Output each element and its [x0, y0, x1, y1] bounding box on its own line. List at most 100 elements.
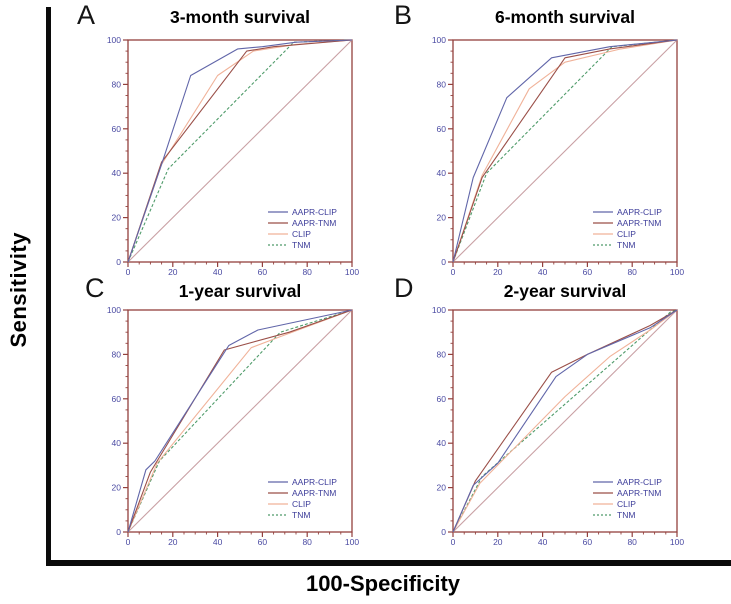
svg-text:0: 0	[126, 267, 131, 277]
svg-text:80: 80	[627, 537, 637, 547]
legend-label-tnm: TNM	[617, 510, 635, 520]
svg-text:40: 40	[112, 168, 122, 178]
svg-text:60: 60	[583, 537, 593, 547]
panel-letter-c: C	[85, 273, 105, 303]
legend-label-tnm: TNM	[617, 240, 635, 250]
axis-tick-labels: 00 20 20 40 40 60 60 80 80 100 100	[432, 305, 685, 547]
legend-label-tnm: TNM	[292, 240, 310, 250]
svg-text:20: 20	[112, 213, 122, 223]
panel-title-a: 3-month survival	[169, 7, 311, 27]
panel-letter-a: A	[77, 0, 96, 30]
series-aapr-clip	[127, 309, 353, 533]
figure-y-axis-line	[46, 7, 51, 566]
legend-label-clip: CLIP	[292, 229, 311, 239]
svg-text:60: 60	[112, 394, 122, 404]
series-aapr-clip	[127, 39, 353, 263]
svg-text:40: 40	[437, 168, 447, 178]
svg-text:40: 40	[112, 438, 122, 448]
y-axis-title: Sensitivity	[6, 232, 31, 348]
svg-text:20: 20	[437, 213, 447, 223]
panel-title-b: 6-month survival	[494, 7, 636, 27]
series-tnm	[127, 39, 353, 263]
axis-tick-labels: 00 20 20 40 40 60 60 80 80 100 100	[107, 305, 360, 547]
panel-letter-d: D	[394, 273, 414, 303]
legend-label-clip: CLIP	[617, 499, 636, 509]
series-clip	[127, 309, 353, 533]
series-tnm	[127, 309, 353, 533]
legend-label-aapr-tnm: AAPR-TNM	[617, 488, 661, 498]
svg-text:0: 0	[451, 537, 456, 547]
svg-text:0: 0	[116, 257, 121, 267]
svg-text:40: 40	[213, 267, 223, 277]
svg-text:20: 20	[168, 267, 178, 277]
svg-text:0: 0	[451, 267, 456, 277]
legend-label-aapr-clip: AAPR-CLIP	[617, 207, 662, 217]
svg-text:20: 20	[493, 267, 503, 277]
series-aapr-clip	[452, 39, 678, 263]
svg-text:40: 40	[213, 537, 223, 547]
legend-label-aapr-clip: AAPR-CLIP	[292, 207, 337, 217]
svg-text:0: 0	[116, 527, 121, 537]
svg-text:100: 100	[670, 537, 684, 547]
svg-text:0: 0	[126, 537, 131, 547]
panel-title-c: 1-year survival	[178, 281, 302, 301]
svg-text:20: 20	[493, 537, 503, 547]
series-reference	[127, 39, 353, 263]
legend-label-clip: CLIP	[617, 229, 636, 239]
series-clip	[452, 309, 678, 533]
svg-text:100: 100	[107, 35, 121, 45]
figure-x-axis-line	[46, 560, 731, 566]
series-aapr-clip	[452, 309, 678, 533]
svg-text:60: 60	[583, 267, 593, 277]
svg-text:100: 100	[432, 35, 446, 45]
svg-text:100: 100	[345, 267, 359, 277]
svg-text:80: 80	[112, 349, 122, 359]
svg-text:80: 80	[302, 537, 312, 547]
series-tnm	[452, 309, 678, 533]
series-aapr-tnm	[127, 309, 353, 533]
legend-label-aapr-tnm: AAPR-TNM	[617, 218, 661, 228]
legend-label-aapr-tnm: AAPR-TNM	[292, 488, 336, 498]
svg-text:100: 100	[432, 305, 446, 315]
svg-text:40: 40	[538, 537, 548, 547]
series-aapr-tnm	[452, 39, 678, 263]
svg-text:60: 60	[437, 394, 447, 404]
svg-text:20: 20	[168, 537, 178, 547]
legend-label-clip: CLIP	[292, 499, 311, 509]
x-axis-title: 100-Specificity	[305, 571, 461, 596]
roc-plot-1-year: 00 20 20 40 40 60 60 80 80 100 100 AAPR-CLIPAAPR-TN…	[107, 305, 360, 547]
legend-label-aapr-clip: AAPR-CLIP	[292, 477, 337, 487]
legend-label-tnm: TNM	[292, 510, 310, 520]
svg-text:0: 0	[441, 527, 446, 537]
svg-text:20: 20	[112, 483, 122, 493]
svg-text:80: 80	[302, 267, 312, 277]
svg-text:60: 60	[437, 124, 447, 134]
panel-title-d: 2-year survival	[503, 281, 627, 301]
svg-text:40: 40	[538, 267, 548, 277]
roc-plot-3-month: 00 20 20 40 40 60 60 80 80 100 100 AAPR-CLIPAAPR-TN…	[107, 35, 360, 277]
svg-text:80: 80	[437, 79, 447, 89]
svg-text:0: 0	[441, 257, 446, 267]
svg-text:100: 100	[670, 267, 684, 277]
plot-frame	[452, 309, 678, 533]
legend-label-aapr-clip: AAPR-CLIP	[617, 477, 662, 487]
plot-frame	[127, 39, 353, 263]
svg-text:20: 20	[437, 483, 447, 493]
legend-label-aapr-tnm: AAPR-TNM	[292, 218, 336, 228]
svg-text:80: 80	[437, 349, 447, 359]
plot-frame	[452, 39, 678, 263]
svg-text:60: 60	[258, 537, 268, 547]
svg-text:60: 60	[258, 267, 268, 277]
svg-text:80: 80	[112, 79, 122, 89]
roc-plot-6-month: 00 20 20 40 40 60 60 80 80 100 100 AAPR-CLIPAAPR-TN…	[432, 35, 685, 277]
svg-text:100: 100	[107, 305, 121, 315]
svg-text:100: 100	[345, 537, 359, 547]
axis-tick-labels: 00 20 20 40 40 60 60 80 80 100 100	[432, 35, 685, 277]
series-reference	[452, 309, 678, 533]
svg-text:60: 60	[112, 124, 122, 134]
series-clip	[452, 39, 678, 263]
